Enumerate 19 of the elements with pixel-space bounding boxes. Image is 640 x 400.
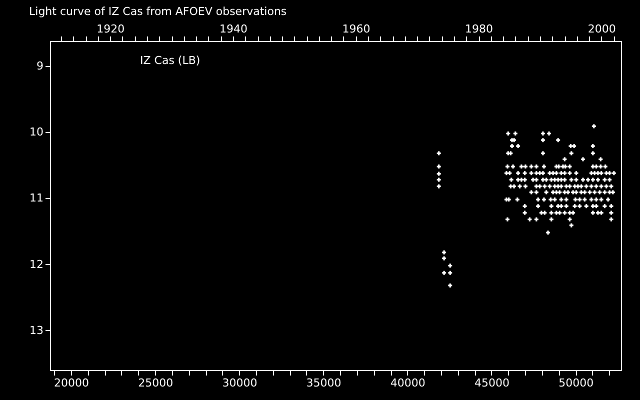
y-tick-label: 11 <box>30 192 44 205</box>
y-tick-label: 12 <box>30 258 44 271</box>
x2-tick-label: 2000 <box>588 22 616 36</box>
x-tick-label: 35000 <box>306 376 342 390</box>
x-tick-label: 25000 <box>138 376 174 390</box>
x-tick-label: 40000 <box>390 376 426 390</box>
x2-tick-label: 1960 <box>342 22 370 36</box>
y-tick-label: 10 <box>30 126 44 139</box>
x-tick-label: 30000 <box>222 376 258 390</box>
x2-tick-label: 1920 <box>96 22 125 36</box>
y-tick-label: 9 <box>36 60 44 73</box>
x-tick-label: 50000 <box>558 376 594 390</box>
x-tick-label: 20000 <box>54 376 90 390</box>
annotation: IZ Cas (LB) <box>140 54 200 67</box>
x2-tick-label: 1980 <box>465 22 494 36</box>
chart-title: Light curve of IZ Cas from AFOEV observations <box>29 5 287 18</box>
x-tick-label: 45000 <box>474 376 510 390</box>
y-tick-label: 13 <box>30 324 44 337</box>
x2-tick-label: 1940 <box>219 22 248 36</box>
